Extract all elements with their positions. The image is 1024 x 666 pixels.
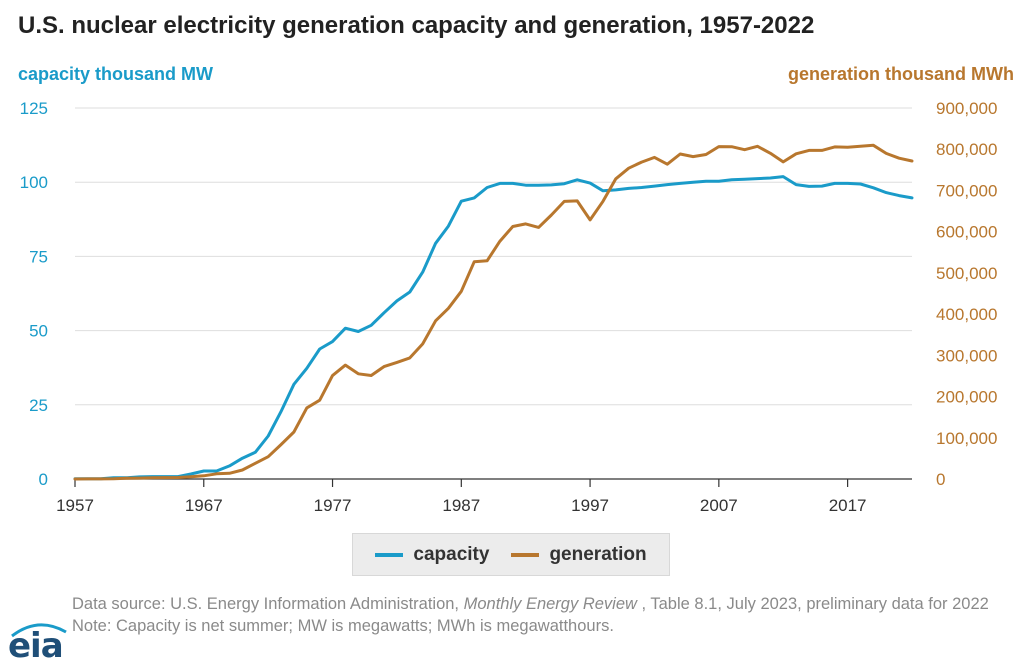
eia-logo: eia (8, 618, 70, 666)
generation-swatch (511, 552, 540, 557)
right-tick-label: 400,000 (936, 305, 997, 324)
right-tick-label: 900,000 (936, 99, 997, 118)
legend-item-generation[interactable]: generation (511, 543, 647, 566)
chart-title: U.S. nuclear electricity generation capa… (18, 12, 815, 39)
legend-label-capacity: capacity (413, 543, 490, 565)
capacity-swatch (375, 552, 404, 557)
chart-area: 0 25 50 75 100 125 0 100,000 200,000 300,000 400,0… (20, 99, 998, 515)
left-tick-label: 25 (29, 396, 48, 415)
capacity-line (73, 175, 914, 481)
x-tick-label: 1977 (314, 496, 352, 515)
right-tick-label: 200,000 (936, 388, 997, 407)
x-tick-label: 1967 (185, 496, 223, 515)
x-tick-label: 2007 (700, 496, 738, 515)
right-axis-title: generation thousand MWh (788, 64, 1014, 84)
x-tick-label: 1957 (56, 496, 94, 515)
legend-label-generation: generation (549, 543, 647, 565)
right-tick-label: 600,000 (936, 223, 997, 242)
right-tick-label: 500,000 (936, 264, 997, 283)
legend-item-capacity[interactable]: capacity (375, 544, 489, 566)
right-tick-label: 100,000 (936, 429, 997, 448)
left-tick-label: 50 (29, 322, 48, 341)
right-tick-label: 300,000 (936, 346, 997, 365)
right-tick-label: 800,000 (936, 140, 997, 159)
eia-logo-arc (11, 623, 67, 638)
x-tick-label: 2017 (829, 496, 867, 515)
generation-line (73, 143, 914, 481)
x-tick-label: 1987 (442, 496, 480, 515)
units-note: Note: Capacity is net summer; MW is mega… (72, 617, 614, 635)
left-tick-label: 125 (20, 99, 48, 118)
legend: capacity generation (352, 533, 670, 576)
left-tick-label: 75 (29, 247, 48, 266)
right-tick-label: 0 (936, 470, 945, 489)
footer-notes: Data source: U.S. Energy Information Adm… (72, 593, 1012, 637)
right-tick-label: 700,000 (936, 181, 997, 200)
x-tick-label: 1997 (571, 496, 609, 515)
left-tick-label: 100 (20, 173, 48, 192)
source-publication: Monthly Energy Review (463, 595, 637, 613)
data-source-note: Data source: U.S. Energy Information Adm… (72, 595, 989, 613)
left-axis-title: capacity thousand MW (18, 64, 214, 84)
eia-logo-text: eia (8, 626, 64, 666)
left-tick-label: 0 (39, 470, 48, 489)
